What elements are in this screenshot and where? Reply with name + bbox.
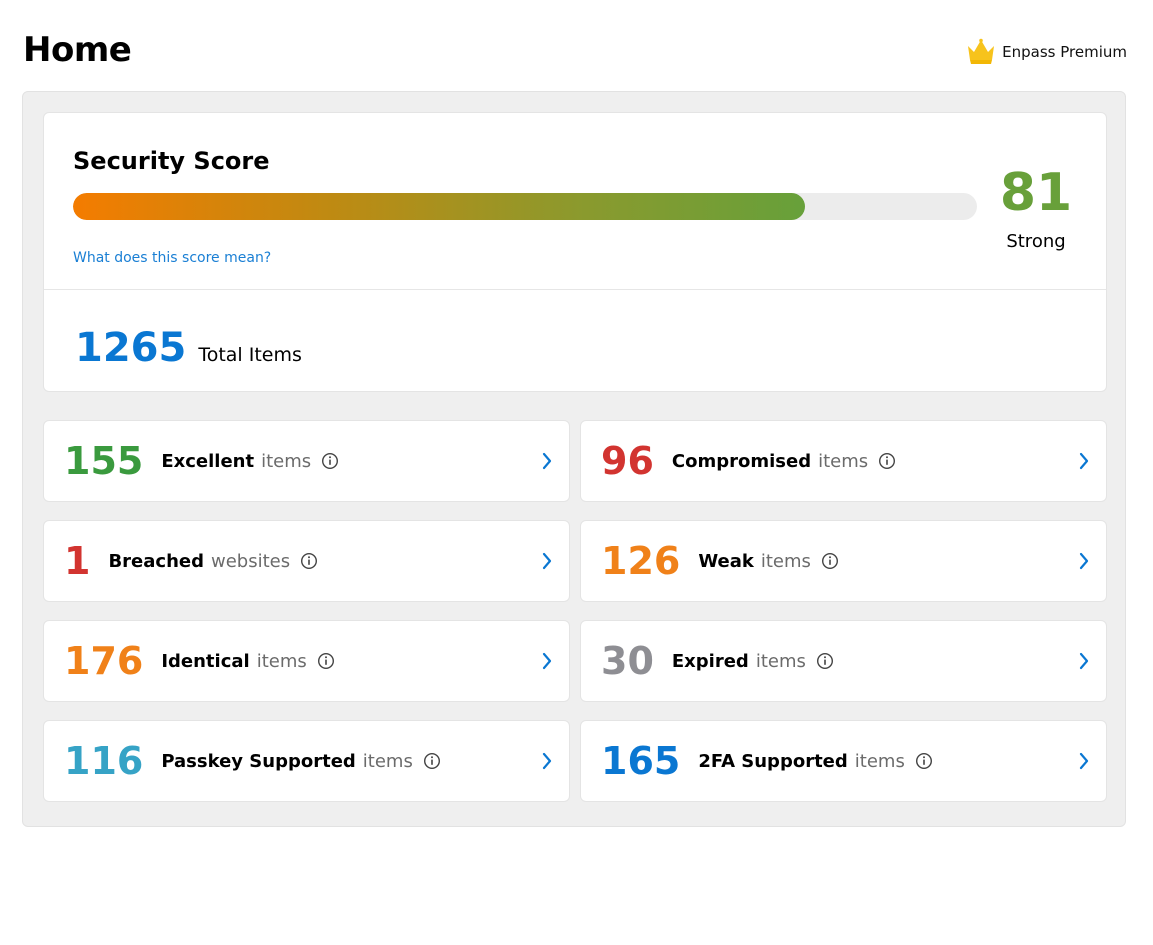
page-title: Home	[23, 30, 132, 70]
stat-card-excellent[interactable]: 155 Excellent items	[43, 420, 570, 502]
chevron-right-icon	[1079, 452, 1089, 470]
info-icon[interactable]	[423, 752, 441, 770]
stat-label: Identical	[161, 650, 250, 672]
stat-number: 155	[64, 439, 144, 483]
security-score-card: Security Score What does this score mean…	[43, 112, 1107, 392]
stat-card-weak[interactable]: 126 Weak items	[580, 520, 1107, 602]
header: Home Enpass Premium	[23, 30, 1127, 74]
stat-unit: items	[755, 650, 806, 672]
chevron-right-icon	[542, 552, 552, 570]
crown-icon	[968, 38, 995, 64]
stat-card-identical[interactable]: 176 Identical items	[43, 620, 570, 702]
total-items: 1265 Total Items	[75, 325, 302, 371]
stat-unit: websites	[210, 550, 291, 572]
stat-number: 116	[64, 739, 144, 783]
stat-number: 96	[601, 439, 654, 483]
stat-unit: items	[854, 750, 905, 772]
info-icon[interactable]	[317, 652, 335, 670]
divider	[44, 289, 1106, 290]
chevron-right-icon	[542, 652, 552, 670]
security-score-bar-fill	[73, 193, 806, 220]
info-icon[interactable]	[878, 452, 896, 470]
security-score-bar	[73, 193, 977, 220]
security-score-value: 81	[999, 163, 1073, 223]
stat-label: Compromised	[671, 450, 812, 472]
stat-number: 176	[64, 639, 144, 683]
stat-label: Expired	[671, 650, 749, 672]
stat-card-breached[interactable]: 1 Breached websites	[43, 520, 570, 602]
stat-card-expired[interactable]: 30 Expired items	[580, 620, 1107, 702]
stat-unit: items	[256, 650, 307, 672]
stat-label: Excellent	[161, 450, 255, 472]
dashboard-panel: Security Score What does this score mean…	[22, 91, 1126, 827]
chevron-right-icon	[1079, 752, 1089, 770]
stat-unit: items	[818, 450, 869, 472]
stat-number: 165	[601, 739, 681, 783]
stat-card-compromised[interactable]: 96 Compromised items	[580, 420, 1107, 502]
stat-number: 30	[601, 639, 654, 683]
chevron-right-icon	[542, 452, 552, 470]
info-icon[interactable]	[816, 652, 834, 670]
stat-unit: items	[261, 450, 312, 472]
stat-unit: items	[760, 550, 811, 572]
total-items-count: 1265	[75, 325, 187, 371]
security-score-rating: Strong	[1006, 231, 1066, 252]
stat-number: 126	[601, 539, 681, 583]
stat-label: Passkey Supported	[161, 750, 356, 772]
score-help-link[interactable]: What does this score mean?	[73, 250, 272, 266]
stat-unit: items	[362, 750, 413, 772]
stat-number: 1	[64, 539, 91, 583]
info-icon[interactable]	[300, 552, 318, 570]
stat-card-2fa-supported[interactable]: 165 2FA Supported items	[580, 720, 1107, 802]
total-items-label: Total Items	[198, 344, 302, 366]
stat-label: 2FA Supported	[698, 750, 848, 772]
chevron-right-icon	[1079, 652, 1089, 670]
info-icon[interactable]	[915, 752, 933, 770]
stat-label: Weak	[698, 550, 754, 572]
info-icon[interactable]	[321, 452, 339, 470]
info-icon[interactable]	[821, 552, 839, 570]
chevron-right-icon	[542, 752, 552, 770]
stat-card-passkey-supported[interactable]: 116 Passkey Supported items	[43, 720, 570, 802]
premium-label: Enpass Premium	[1002, 42, 1127, 61]
premium-badge[interactable]: Enpass Premium	[966, 38, 1127, 65]
stat-label: Breached	[108, 550, 204, 572]
chevron-right-icon	[1079, 552, 1089, 570]
security-score-title: Security Score	[73, 147, 270, 175]
